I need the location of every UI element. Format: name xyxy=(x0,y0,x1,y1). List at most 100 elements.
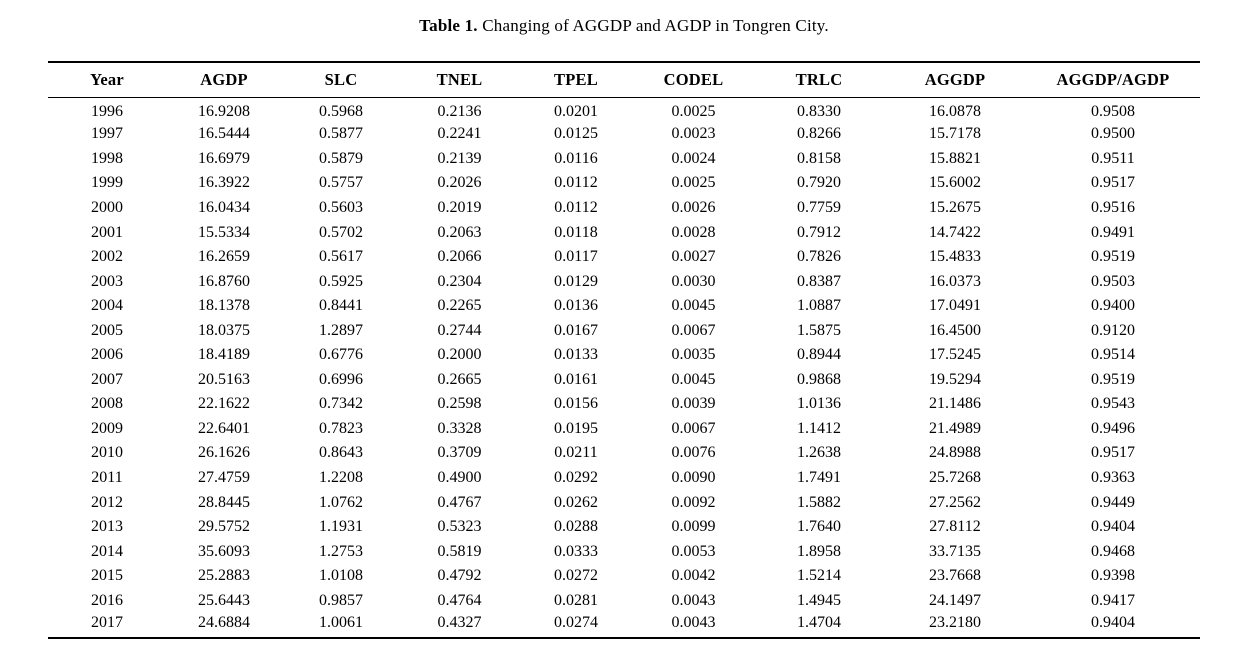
value-cell: 0.9468 xyxy=(1091,542,1135,560)
year-cell: 2007 xyxy=(91,370,123,388)
value-cell: 0.9503 xyxy=(1091,272,1135,290)
value-cell: 0.2139 xyxy=(437,149,482,167)
value-cell: 0.0067 xyxy=(671,321,716,339)
value-cell: 0.6996 xyxy=(319,370,363,388)
column-header-codel: CODEL xyxy=(633,62,754,98)
table-caption-text: Changing of AGGDP and AGDP in Tongren Ci… xyxy=(482,16,829,35)
table-row: 2013 29.5752 1.1931 0.5323 0.0288 0.0099 1.764… xyxy=(48,515,1200,540)
value-cell: 0.0025 xyxy=(671,103,716,121)
year-cell: 2012 xyxy=(91,493,123,511)
value-cell: 0.9363 xyxy=(1091,468,1135,486)
value-cell: 0.0042 xyxy=(671,567,716,585)
value-cell: 0.9449 xyxy=(1091,493,1135,511)
year-cell: 1999 xyxy=(91,174,123,192)
year-cell: 2011 xyxy=(91,468,123,486)
year-cell: 2008 xyxy=(91,395,123,413)
value-cell: 0.9500 xyxy=(1091,125,1135,143)
value-cell: 0.2000 xyxy=(437,346,482,364)
value-cell: 0.9404 xyxy=(1091,518,1135,536)
value-cell: 0.2026 xyxy=(437,174,482,192)
table-caption-label: Table 1. xyxy=(419,16,478,35)
value-cell: 16.3922 xyxy=(198,174,250,192)
value-cell: 0.2744 xyxy=(437,321,482,339)
table-row: 2007 20.5163 0.6996 0.2665 0.0161 0.0045 0.986… xyxy=(48,368,1200,393)
year-cell: 2002 xyxy=(91,248,123,266)
table-row: 2003 16.8760 0.5925 0.2304 0.0129 0.0030 0.838… xyxy=(48,269,1200,294)
value-cell: 15.5334 xyxy=(198,223,250,241)
value-cell: 0.9517 xyxy=(1091,444,1135,462)
value-cell: 0.0039 xyxy=(671,395,716,413)
value-cell: 0.2063 xyxy=(437,223,482,241)
value-cell: 0.7342 xyxy=(319,395,363,413)
value-cell: 1.0136 xyxy=(797,395,841,413)
value-cell: 0.4327 xyxy=(437,613,482,631)
value-cell: 0.2598 xyxy=(437,395,482,413)
value-cell: 0.0025 xyxy=(671,174,716,192)
value-cell: 0.0117 xyxy=(554,248,598,266)
value-cell: 16.5444 xyxy=(198,125,250,143)
table-row: 2006 18.4189 0.6776 0.2000 0.0133 0.0035 0.894… xyxy=(48,343,1200,368)
value-cell: 0.0053 xyxy=(671,542,716,560)
value-cell: 0.9508 xyxy=(1091,103,1135,121)
value-cell: 1.5214 xyxy=(797,567,841,585)
value-cell: 0.0043 xyxy=(671,613,716,631)
value-cell: 0.0112 xyxy=(554,174,598,192)
value-cell: 0.9398 xyxy=(1091,567,1135,585)
table-row: 2005 18.0375 1.2897 0.2744 0.0167 0.0067 1.587… xyxy=(48,318,1200,343)
value-cell: 23.7668 xyxy=(929,567,981,585)
value-cell: 0.0211 xyxy=(554,444,598,462)
value-cell: 0.8387 xyxy=(797,272,841,290)
value-cell: 0.0292 xyxy=(554,468,598,486)
table-row: 2012 28.8445 1.0762 0.4767 0.0262 0.0092 1.588… xyxy=(48,490,1200,515)
value-cell: 0.9517 xyxy=(1091,174,1135,192)
value-cell: 15.2675 xyxy=(929,198,981,216)
year-cell: 2004 xyxy=(91,297,123,315)
year-cell: 1997 xyxy=(91,125,123,143)
value-cell: 20.5163 xyxy=(198,370,250,388)
value-cell: 1.0762 xyxy=(319,493,363,511)
year-cell: 2001 xyxy=(91,223,123,241)
value-cell: 0.0027 xyxy=(671,248,716,266)
table-row: 2014 35.6093 1.2753 0.5819 0.0333 0.0053 1.895… xyxy=(48,539,1200,564)
table-body: 1996 16.9208 0.5968 0.2136 0.0201 0.0025 0.833… xyxy=(48,98,1200,638)
value-cell: 0.2304 xyxy=(437,272,482,290)
value-cell: 22.6401 xyxy=(198,419,250,437)
value-cell: 0.0125 xyxy=(554,125,598,143)
value-cell: 1.4704 xyxy=(797,613,841,631)
value-cell: 1.2897 xyxy=(319,321,363,339)
value-cell: 1.0108 xyxy=(319,567,363,585)
value-cell: 0.9404 xyxy=(1091,613,1135,631)
value-cell: 1.8958 xyxy=(797,542,841,560)
value-cell: 15.4833 xyxy=(929,248,981,266)
value-cell: 0.9491 xyxy=(1091,223,1135,241)
value-cell: 0.9514 xyxy=(1091,346,1135,364)
table-row: 2001 15.5334 0.5702 0.2063 0.0118 0.0028 0.791… xyxy=(48,220,1200,245)
table-caption: Table 1. Changing of AGGDP and AGDP in T… xyxy=(48,16,1200,36)
value-cell: 0.0195 xyxy=(554,419,598,437)
value-cell: 14.7422 xyxy=(929,223,981,241)
value-cell: 0.7826 xyxy=(797,248,841,266)
value-cell: 0.9120 xyxy=(1091,321,1135,339)
value-cell: 16.8760 xyxy=(198,272,250,290)
value-cell: 21.1486 xyxy=(929,395,981,413)
value-cell: 25.7268 xyxy=(929,468,981,486)
value-cell: 0.8441 xyxy=(319,297,363,315)
table-header: Year AGDP SLC TNEL TPEL CODEL TRLC AGGDP AGGDP/A… xyxy=(48,62,1200,98)
value-cell: 0.5757 xyxy=(319,174,363,192)
value-cell: 0.0167 xyxy=(554,321,598,339)
value-cell: 0.5323 xyxy=(437,518,482,536)
value-cell: 0.0129 xyxy=(554,272,598,290)
value-cell: 0.9511 xyxy=(1091,149,1135,167)
value-cell: 0.9417 xyxy=(1091,591,1135,609)
value-cell: 0.0092 xyxy=(671,493,716,511)
table-row: 1999 16.3922 0.5757 0.2026 0.0112 0.0025 0.792… xyxy=(48,171,1200,196)
year-cell: 2015 xyxy=(91,567,123,585)
value-cell: 23.2180 xyxy=(929,613,981,631)
value-cell: 16.0878 xyxy=(929,103,981,121)
table-header-row: Year AGDP SLC TNEL TPEL CODEL TRLC AGGDP AGGDP/A… xyxy=(48,62,1200,98)
value-cell: 1.2208 xyxy=(319,468,363,486)
column-header-aggdp: AGGDP xyxy=(884,62,1026,98)
value-cell: 0.5603 xyxy=(319,198,363,216)
value-cell: 1.2638 xyxy=(797,444,841,462)
table-row: 2004 18.1378 0.8441 0.2265 0.0136 0.0045 1.088… xyxy=(48,294,1200,319)
